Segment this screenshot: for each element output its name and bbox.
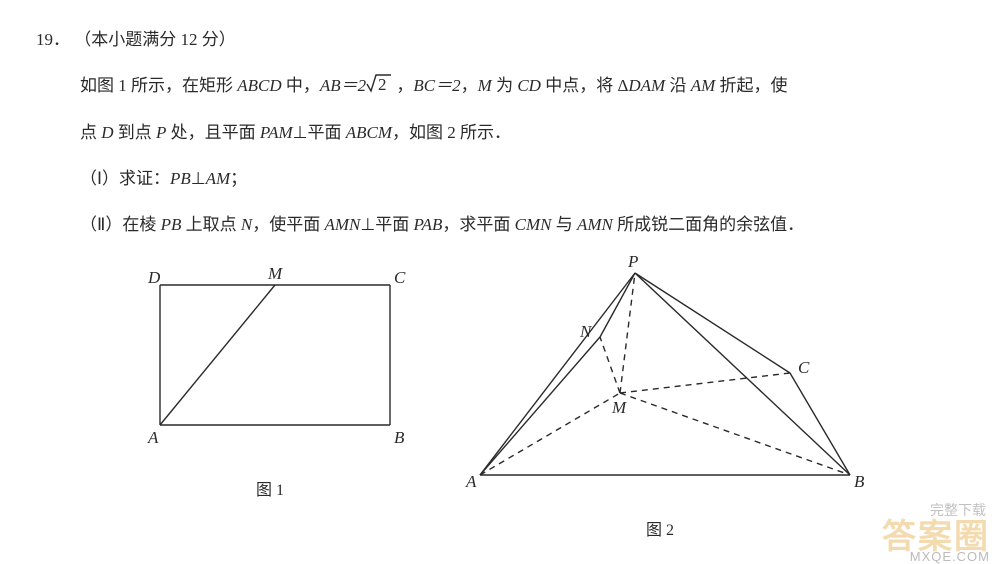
question-line-1: 如图 1 所示，在矩形 ABCD 中，AB＝22 ，BC＝2，M 为 CD 中点…	[36, 70, 964, 102]
question-part-2: （Ⅱ）在棱 PB 上取点 N，使平面 AMN⊥平面 PAB，求平面 CMN 与 …	[36, 209, 964, 241]
figures-row: A B C D M 图 1 A B C M P N 图 2	[36, 255, 964, 540]
text: ，使平面	[252, 215, 324, 234]
eq-AB: AB＝2	[320, 76, 366, 95]
eq-BC: BC＝2	[413, 76, 460, 95]
text: 到点	[114, 123, 157, 142]
text: 如图 1 所示，在矩形	[80, 76, 237, 95]
text: ⊥平面	[360, 215, 413, 234]
sqrt-radicand: 2	[378, 75, 387, 94]
question-header: 19． （本小题满分 12 分）	[36, 24, 964, 56]
text: （Ⅰ）求证：	[80, 169, 170, 188]
text: 点	[80, 123, 101, 142]
svg-text:P: P	[627, 255, 638, 271]
var-PAB: PAB	[413, 215, 442, 234]
svg-text:N: N	[579, 322, 593, 341]
var-ABCD: ABCD	[237, 76, 281, 95]
question-part-1: （Ⅰ）求证：PB⊥AM；	[36, 163, 964, 195]
text: 上取点	[181, 215, 241, 234]
figure-1-caption: 图 1	[130, 476, 410, 500]
text: 处，且平面	[166, 123, 260, 142]
text: 中，	[282, 76, 320, 95]
text: 沿	[665, 76, 691, 95]
svg-text:M: M	[267, 264, 283, 283]
question-number: 19．	[36, 30, 70, 49]
var-M: M	[478, 76, 492, 95]
var-D: D	[101, 123, 113, 142]
var-PB: PB	[170, 169, 191, 188]
var-AM: AM	[206, 169, 231, 188]
text: ⊥平面	[293, 123, 346, 142]
text: 与	[552, 215, 578, 234]
question-line-2: 点 D 到点 P 处，且平面 PAM⊥平面 ABCM，如图 2 所示．	[36, 117, 964, 149]
text: ；	[230, 169, 247, 188]
var-PAM: PAM	[260, 123, 293, 142]
var-AM: AM	[691, 76, 716, 95]
var-ABCM: ABCM	[346, 123, 392, 142]
figure-1-box: A B C D M 图 1	[130, 255, 410, 540]
text: ，	[461, 76, 478, 95]
svg-text:D: D	[147, 268, 161, 287]
watermark-url: MXQE.COM	[910, 549, 990, 564]
text: 为	[492, 76, 518, 95]
svg-text:B: B	[854, 472, 865, 491]
var-P: P	[156, 123, 166, 142]
text: 中点，将 Δ	[541, 76, 628, 95]
text: ，求平面	[442, 215, 514, 234]
figure-2-svg: A B C M P N	[450, 255, 870, 495]
svg-text:A: A	[465, 472, 477, 491]
svg-text:C: C	[798, 358, 810, 377]
sqrt-2: 2	[366, 70, 392, 102]
svg-text:B: B	[394, 428, 405, 447]
var-AMN: AMN	[325, 215, 361, 234]
svg-text:A: A	[147, 428, 159, 447]
question-points: （本小题满分 12 分）	[74, 30, 236, 49]
figure-2-caption: 图 2	[450, 516, 870, 540]
svg-text:M: M	[611, 398, 627, 417]
perp-symbol: ⊥	[191, 169, 206, 188]
var-AMN: AMN	[577, 215, 613, 234]
figure-2-box: A B C M P N 图 2	[450, 255, 870, 540]
var-PB: PB	[161, 215, 182, 234]
var-CD: CD	[517, 76, 541, 95]
text: 折起，使	[715, 76, 787, 95]
var-N: N	[241, 215, 252, 234]
figure-1-svg: A B C D M	[130, 255, 410, 455]
svg-text:C: C	[394, 268, 406, 287]
text: 所成锐二面角的余弦值．	[613, 215, 804, 234]
text: ，如图 2 所示．	[392, 123, 511, 142]
var-DAM: DAM	[628, 76, 665, 95]
var-CMN: CMN	[515, 215, 552, 234]
text: （Ⅱ）在棱	[80, 215, 161, 234]
text: ，	[392, 76, 413, 95]
